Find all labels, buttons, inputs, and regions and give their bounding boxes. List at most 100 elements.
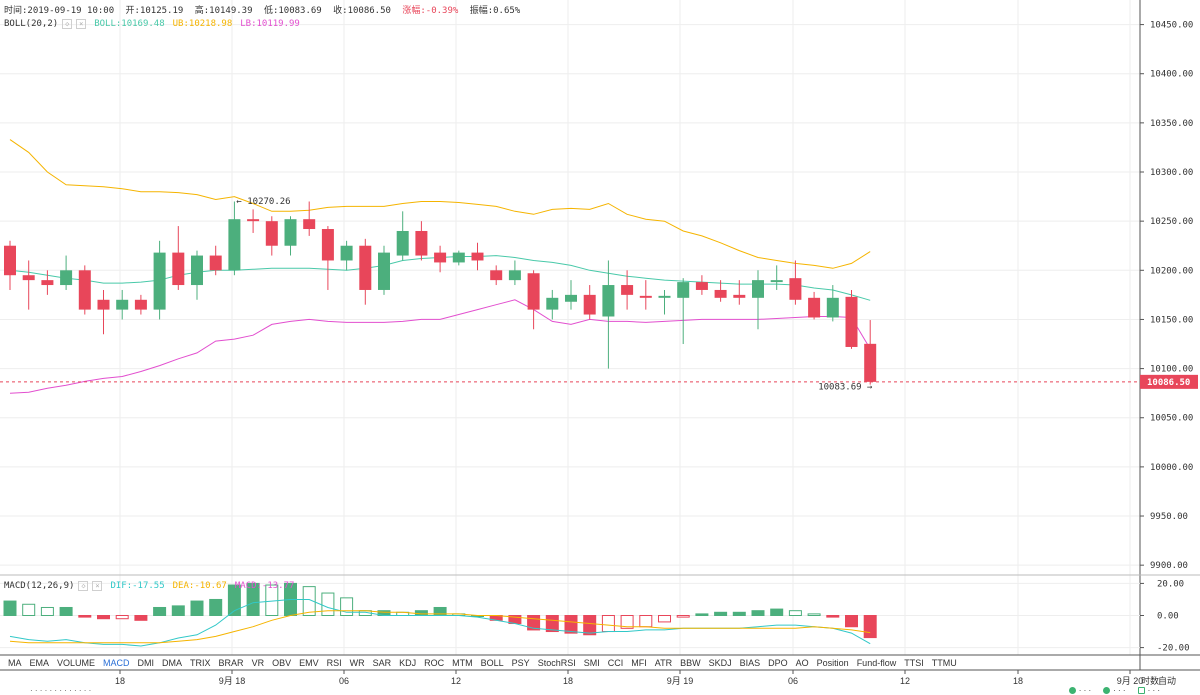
indicator-tab[interactable]: SAR <box>372 658 392 668</box>
status-dot-icon <box>1068 687 1076 695</box>
candle-body <box>378 252 390 290</box>
candle-body <box>677 282 690 298</box>
price-tick-label: 10450.00 <box>1150 21 1193 31</box>
indicator-tab[interactable]: DMA <box>162 658 183 668</box>
candle-body <box>247 219 260 222</box>
candle-body <box>434 252 447 263</box>
candle-body <box>97 299 110 310</box>
indicator-tab[interactable]: MA <box>8 658 22 668</box>
indicator-tab[interactable]: StochRSI <box>537 658 576 668</box>
macd-histogram-bar <box>564 615 578 634</box>
macd-histogram-bar <box>115 615 129 620</box>
candle-body <box>415 230 428 256</box>
footer-item[interactable]: · · · <box>1103 687 1126 695</box>
indicator-tab[interactable]: TRIX <box>190 658 211 668</box>
macd-legend: MACD(12,26,9) ◇ × DIF:-17.55 DEA:-10.67 … <box>4 579 294 593</box>
macd-histogram-bar <box>788 610 802 616</box>
indicator-tab[interactable]: SMI <box>583 658 600 668</box>
macd-histogram-bar <box>545 615 559 633</box>
indicator-tab[interactable]: BIAS <box>739 658 761 668</box>
boll-lb-value: LB:10119.99 <box>240 19 300 29</box>
candle-body <box>452 252 465 263</box>
candle-body <box>228 219 241 271</box>
indicator-tab[interactable]: MACD <box>103 658 130 668</box>
price-tick-label: 10200.00 <box>1150 266 1193 276</box>
indicator-tab[interactable]: VR <box>251 658 265 668</box>
macd-histogram-bar <box>227 584 241 616</box>
auto-scale-button[interactable]: 自动 <box>1158 676 1177 686</box>
indicator-tab[interactable]: RSI <box>326 658 342 668</box>
macd-histogram-bar <box>134 615 148 621</box>
indicator-tab[interactable]: BBW <box>680 658 701 668</box>
candle-body <box>527 273 540 310</box>
price-tick-label: 9950.00 <box>1150 512 1188 522</box>
last-price-label: 10086.50 <box>1147 378 1190 388</box>
settings-icon[interactable]: ◇ <box>62 19 73 29</box>
indicator-tab[interactable]: MFI <box>631 658 647 668</box>
price-annotations: 10086.50 ← 10270.26 10083.69 → <box>0 197 1198 393</box>
candle-body <box>546 297 559 310</box>
macd-histogram-bar <box>583 615 597 636</box>
candle-body <box>396 230 409 256</box>
indicator-selector: MA EMA VOLUME MACD DMI DMA TRIX BRAR VR OBV EMV RSI… <box>0 656 1140 670</box>
candle-body <box>340 245 353 261</box>
macd-tick-label: -20.00 <box>1157 644 1190 654</box>
candle-body <box>265 221 278 246</box>
macd-histogram-bar <box>845 615 858 628</box>
indicator-tab[interactable]: DMI <box>137 658 155 668</box>
candle-body <box>752 280 764 298</box>
candle-body <box>471 252 484 261</box>
open-value: 开:10125.19 <box>125 6 184 16</box>
candle-body <box>565 294 577 302</box>
time-tick-label: 9月 18 <box>219 676 246 686</box>
indicator-tab[interactable]: OBV <box>272 658 292 668</box>
price-tick-label: 10100.00 <box>1150 365 1193 375</box>
price-tick-label: 10050.00 <box>1150 414 1193 424</box>
indicator-tab[interactable]: KDJ <box>399 658 417 668</box>
macd-dea-value: DEA:-10.67 <box>172 581 227 591</box>
macd-histogram-bar <box>676 615 690 618</box>
price-tick-label: 10350.00 <box>1150 119 1193 129</box>
macd-histogram-bar <box>171 605 185 616</box>
price-tick-label: 9900.00 <box>1150 561 1188 571</box>
indicator-tab[interactable]: ROC <box>424 658 445 668</box>
indicator-tab[interactable]: DPO <box>768 658 788 668</box>
close-icon[interactable]: × <box>92 581 103 591</box>
indicator-tab[interactable]: SKDJ <box>708 658 732 668</box>
macd-histogram-bar <box>78 615 92 618</box>
indicator-tab[interactable]: PSY <box>511 658 530 668</box>
time-value: 时间:2019-09-19 10:00 <box>4 6 115 16</box>
indicator-tab[interactable]: VOLUME <box>57 658 96 668</box>
indicator-tab[interactable]: TTMU <box>931 658 957 668</box>
price-axis: 10450.00 10400.00 10350.00 10300.00 10250.00… <box>0 0 1200 670</box>
indicator-tab[interactable]: ATR <box>654 658 673 668</box>
indicator-tab[interactable]: AO <box>795 658 809 668</box>
indicator-tab[interactable]: TTSI <box>904 658 924 668</box>
candle-body <box>321 229 334 261</box>
indicator-tab[interactable]: EMV <box>299 658 319 668</box>
time-tick-label: 时数 <box>1141 675 1159 686</box>
time-tick-label: 9月 20 <box>1117 676 1144 686</box>
close-icon[interactable]: × <box>76 19 87 29</box>
candle-body <box>116 299 129 310</box>
indicator-tab[interactable]: Fund-flow <box>856 658 897 668</box>
macd-dea-line <box>9 610 871 644</box>
footer-item[interactable]: · · · <box>1068 687 1091 695</box>
footer-item[interactable]: · · · <box>1137 687 1160 695</box>
indicator-tab[interactable]: BRAR <box>218 658 244 668</box>
boll-ub-value: UB:10218.98 <box>172 19 233 29</box>
indicator-tab[interactable]: CCI <box>607 658 624 668</box>
indicator-tab[interactable]: Position <box>816 658 849 668</box>
indicator-tab[interactable]: BOLL <box>480 658 504 668</box>
candle-body <box>134 299 147 310</box>
indicator-tab[interactable]: MTM <box>452 658 473 668</box>
time-tick-label: 18 <box>563 676 573 686</box>
macd-histogram-bar <box>714 611 728 617</box>
indicator-tab[interactable]: WR <box>349 658 365 668</box>
settings-icon[interactable]: ◇ <box>78 581 89 591</box>
candle-body <box>191 255 203 286</box>
candle-body <box>359 245 372 290</box>
candle-body <box>209 255 222 271</box>
indicator-tab[interactable]: EMA <box>29 658 50 668</box>
